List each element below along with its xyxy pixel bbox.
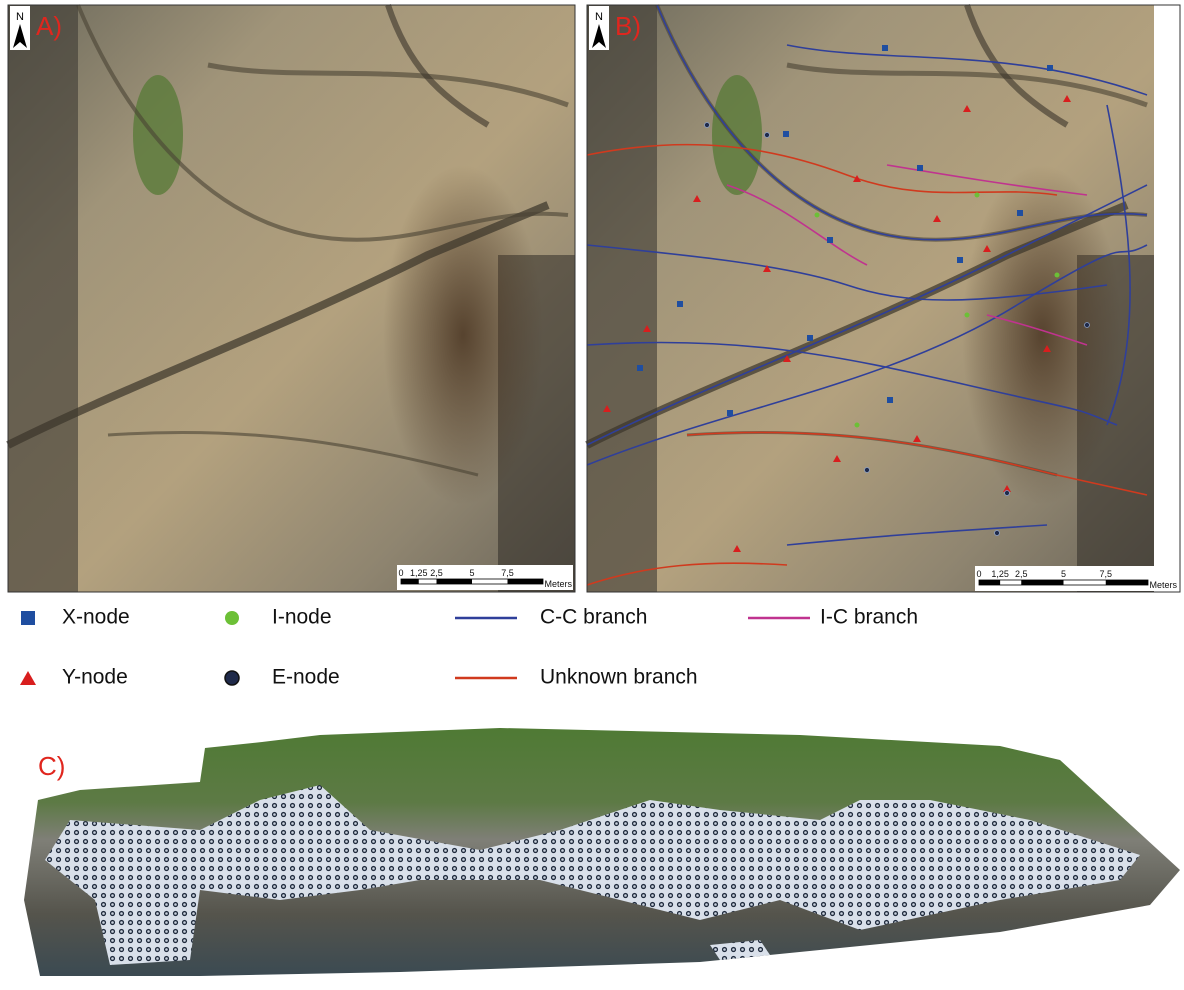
panel-label: A) xyxy=(36,11,62,41)
scale-bar-tick-label: 0 xyxy=(398,568,403,578)
scale-bar-tick-label: 2,5 xyxy=(1015,569,1028,579)
scale-bar-tick-label: 1,25 xyxy=(991,569,1009,579)
legend-label: X-node xyxy=(62,606,130,629)
scale-bar-tick-label: 7,5 xyxy=(1099,569,1112,579)
legend-symbol xyxy=(225,611,239,625)
north-arrow-label: N xyxy=(16,11,24,23)
legend-label: I-node xyxy=(272,606,332,629)
scale-bar-tick-label: 1,25 xyxy=(410,568,428,578)
scale-bar-tick-label: 2,5 xyxy=(430,568,443,578)
legend-label: C-C branch xyxy=(540,606,647,629)
scale-bar-segment xyxy=(1021,580,1063,585)
panel-label: C) xyxy=(38,751,65,781)
legend-label: I-C branch xyxy=(820,606,918,629)
scale-bar-segment xyxy=(979,580,1000,585)
north-arrow: N xyxy=(589,6,609,50)
legend-label: E-node xyxy=(272,666,340,689)
scale-bar: 0 1,25 2,5 5 7,5 Meters xyxy=(975,566,1178,591)
scale-bar-segment xyxy=(401,579,419,584)
north-arrow: N xyxy=(10,6,30,50)
north-arrow-label: N xyxy=(595,11,603,23)
legend-symbol xyxy=(225,671,239,685)
scale-bar-tick-label: 5 xyxy=(1061,569,1066,579)
scale-bar-tick-label: 5 xyxy=(469,568,474,578)
legend-label: Unknown branch xyxy=(540,666,698,689)
orthophoto xyxy=(8,5,575,592)
scale-bar-unit: Meters xyxy=(1149,580,1177,590)
scale-bar-segment xyxy=(508,579,544,584)
panel-a xyxy=(8,5,575,592)
scale-bar-segment xyxy=(1106,580,1148,585)
panel-c xyxy=(24,728,1180,976)
scale-bar-unit: Meters xyxy=(544,579,572,589)
scale-bar-tick-label: 7,5 xyxy=(501,568,514,578)
figure: A)B)C)NN01,252,557,5Meters01,252,557,5Me… xyxy=(0,0,1184,985)
orthophoto xyxy=(587,5,1154,592)
panel-b xyxy=(587,5,1180,592)
legend-symbol xyxy=(21,611,35,625)
panel-label: B) xyxy=(615,11,641,41)
legend-label: Y-node xyxy=(62,666,128,689)
scale-bar-tick-label: 0 xyxy=(976,569,981,579)
scale-bar-segment xyxy=(437,579,473,584)
legend-symbol xyxy=(20,671,36,685)
